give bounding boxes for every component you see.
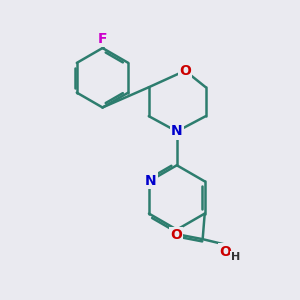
Text: O: O <box>219 244 231 259</box>
Text: F: F <box>98 32 107 46</box>
Text: O: O <box>179 64 191 78</box>
Text: O: O <box>170 228 182 242</box>
Text: N: N <box>171 124 183 138</box>
Text: N: N <box>145 173 157 188</box>
Text: H: H <box>231 251 240 262</box>
